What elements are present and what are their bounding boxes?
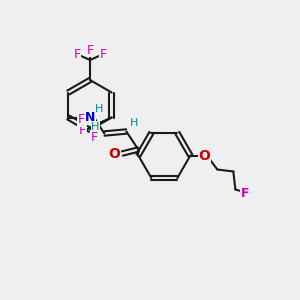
- Text: H: H: [95, 104, 103, 115]
- Text: F: F: [78, 113, 85, 126]
- Text: F: F: [99, 49, 106, 62]
- Text: F: F: [91, 131, 98, 144]
- Text: F: F: [79, 124, 86, 137]
- Text: O: O: [108, 146, 120, 161]
- Text: F: F: [86, 44, 94, 56]
- Text: O: O: [198, 148, 210, 163]
- Text: H: H: [91, 122, 100, 131]
- Text: F: F: [74, 49, 81, 62]
- Text: H: H: [130, 118, 139, 128]
- Text: N: N: [85, 111, 95, 124]
- Text: F: F: [241, 187, 250, 200]
